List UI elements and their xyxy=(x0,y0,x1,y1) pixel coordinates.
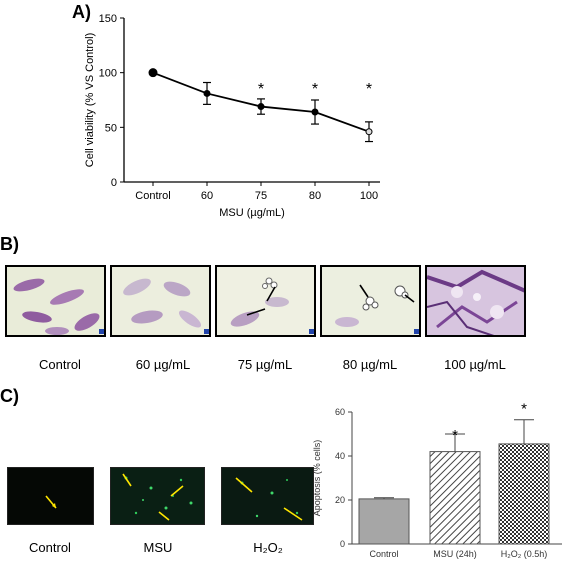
micrograph-100 xyxy=(425,265,526,337)
significance-marker: * xyxy=(258,81,264,98)
micrograph-label-75: 75 µg/mL xyxy=(237,357,293,372)
x-tick-label: 60 xyxy=(201,190,213,202)
significance-marker: * xyxy=(312,81,318,98)
fluorescence-control xyxy=(7,467,94,525)
fluorescence-h2o2 xyxy=(221,467,314,525)
y-tick-label: 100 xyxy=(99,68,117,80)
y-axis-title: Apoptosis (% cells) xyxy=(312,440,322,517)
micrograph-label-60: 60 µg/mL xyxy=(135,357,191,372)
y-axis-title: Cell viability (% VS Control) xyxy=(84,33,96,167)
y-tick-label: 150 xyxy=(99,13,117,25)
significance-marker: * xyxy=(521,401,527,418)
significance-marker: * xyxy=(366,81,372,98)
micrograph-label-100: 100 µg/mL xyxy=(444,357,506,372)
bar xyxy=(429,451,481,545)
data-point xyxy=(257,103,265,111)
x-tick-label: 75 xyxy=(255,190,267,202)
panel-b-letter: B) xyxy=(0,234,19,254)
x-tick-label: Control xyxy=(369,549,398,559)
panel-a-letter: A) xyxy=(72,2,91,22)
bar xyxy=(358,498,410,545)
micrograph-75 xyxy=(215,265,316,337)
y-tick-label: 0 xyxy=(111,177,117,189)
y-tick-label: 50 xyxy=(105,122,117,134)
data-point xyxy=(203,89,211,97)
y-tick-label: 60 xyxy=(335,407,345,417)
fluorescence-msu xyxy=(110,467,205,525)
significance-marker: * xyxy=(452,427,458,444)
fluorescence-label-h2o2: H₂O₂ xyxy=(253,540,283,555)
x-tick-label: 100 xyxy=(360,190,378,202)
y-tick-label: 40 xyxy=(335,451,345,461)
fluorescence-label-control: Control xyxy=(29,540,71,555)
bar xyxy=(498,443,550,545)
panel-c-letter: C) xyxy=(0,386,19,406)
y-tick-label: 0 xyxy=(340,539,345,549)
fluorescence-label-msu: MSU xyxy=(143,540,173,555)
x-tick-label: H₂O₂ (0.5h) xyxy=(501,549,548,559)
micrograph-label-control: Control xyxy=(39,357,81,372)
x-tick-label: Control xyxy=(135,190,170,202)
viability-line-chart: 0 50 100 150 Control 60 75 80 100 MSU (µg/mL) Cell… xyxy=(84,13,380,219)
data-point xyxy=(148,68,158,78)
data-point xyxy=(365,128,373,136)
micrograph-80 xyxy=(320,265,421,337)
y-tick-label: 20 xyxy=(335,495,345,505)
data-point xyxy=(311,108,319,116)
x-axis-title: MSU (µg/mL) xyxy=(219,207,285,219)
micrograph-control xyxy=(5,265,106,337)
micrograph-label-80: 80 µg/mL xyxy=(342,357,398,372)
apoptosis-bar-chart: 0 20 40 60 Apoptosis (% cells) Control MSU (24… xyxy=(312,401,562,559)
micrograph-60 xyxy=(110,265,211,337)
x-tick-label: 80 xyxy=(309,190,321,202)
x-tick-label: MSU (24h) xyxy=(433,549,477,559)
